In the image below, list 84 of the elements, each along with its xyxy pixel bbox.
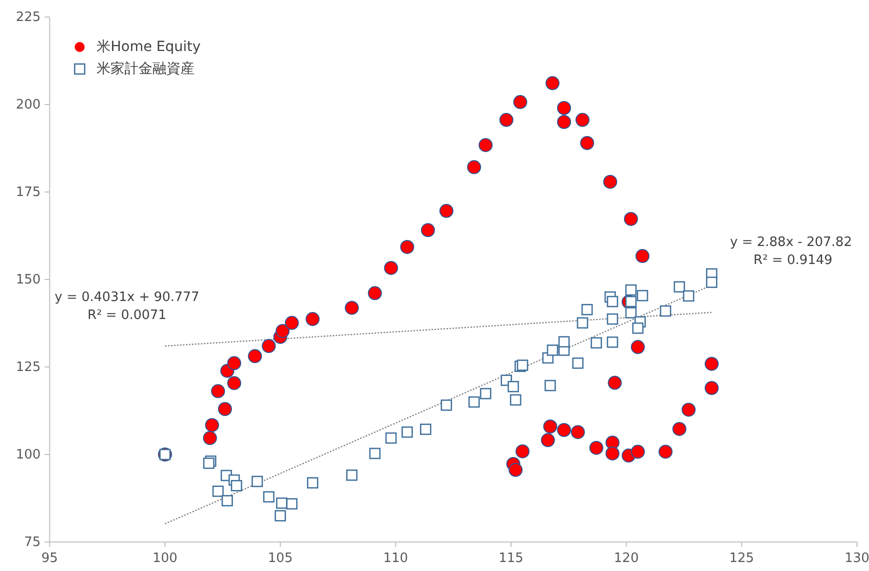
point xyxy=(218,402,232,416)
annotation: y = 0.4031x + 90.777 xyxy=(54,290,200,305)
point xyxy=(540,433,555,448)
point xyxy=(576,317,588,329)
point xyxy=(467,160,482,174)
point xyxy=(211,384,226,398)
point xyxy=(368,286,382,300)
point xyxy=(439,204,454,218)
legend-label: 米Home Equity xyxy=(96,38,201,55)
y-tick-label: 175 xyxy=(16,184,41,200)
point xyxy=(508,462,523,477)
point xyxy=(420,223,435,238)
point xyxy=(704,381,719,395)
point xyxy=(510,394,522,406)
point xyxy=(580,136,594,150)
x-tick-label: 125 xyxy=(729,551,754,566)
point xyxy=(546,76,560,90)
legend-label: 米家計金融資産 xyxy=(96,60,195,77)
point xyxy=(576,112,590,127)
point xyxy=(513,95,528,110)
point xyxy=(516,444,530,458)
point xyxy=(276,324,290,338)
point xyxy=(581,304,593,316)
point xyxy=(625,296,637,308)
point xyxy=(606,296,618,308)
point xyxy=(499,112,514,127)
point xyxy=(516,360,528,371)
y-tick-label: 150 xyxy=(16,272,41,288)
point xyxy=(605,446,620,460)
point xyxy=(306,312,320,326)
point xyxy=(630,340,645,354)
point xyxy=(606,313,618,325)
point xyxy=(284,316,299,330)
y-tick-label: 200 xyxy=(16,97,41,112)
point xyxy=(636,290,648,302)
point xyxy=(704,356,719,371)
y-tick-label: 100 xyxy=(16,447,41,462)
annotation: R² = 0.0071 xyxy=(88,308,166,323)
point xyxy=(205,418,220,432)
point xyxy=(230,480,242,492)
point xyxy=(546,344,558,356)
point xyxy=(369,448,381,460)
point xyxy=(227,356,242,370)
point xyxy=(384,260,398,275)
x-tick-label: 110 xyxy=(383,551,408,566)
y-tick-label: 125 xyxy=(16,360,41,375)
x-tick-label: 105 xyxy=(268,551,293,566)
point xyxy=(682,402,696,417)
point xyxy=(635,249,650,264)
x-tick-label: 130 xyxy=(844,551,869,566)
point xyxy=(468,396,480,408)
point xyxy=(248,349,262,364)
point xyxy=(227,376,242,390)
point xyxy=(480,388,492,400)
point xyxy=(682,290,694,302)
point xyxy=(658,444,673,459)
annotation: y = 2.88x - 207.82 xyxy=(730,234,852,250)
point xyxy=(385,432,397,444)
point xyxy=(625,284,637,296)
point xyxy=(630,444,645,459)
point xyxy=(608,376,622,390)
point xyxy=(557,101,572,115)
point xyxy=(344,300,359,315)
y-tick-label: 75 xyxy=(24,534,41,550)
point xyxy=(543,420,558,434)
point xyxy=(252,476,263,488)
point xyxy=(262,339,276,353)
x-tick-label: 100 xyxy=(152,551,178,566)
point xyxy=(660,305,672,317)
point xyxy=(672,422,686,436)
point xyxy=(400,240,414,254)
point xyxy=(478,138,493,152)
point xyxy=(589,440,604,455)
y-tick-label: 225 xyxy=(16,10,41,25)
point xyxy=(624,212,638,226)
point xyxy=(557,115,572,129)
x-tick-label: 120 xyxy=(614,551,639,566)
x-tick-label: 95 xyxy=(41,551,58,566)
point xyxy=(570,425,585,440)
point xyxy=(603,174,618,189)
annotation: R² = 0.9149 xyxy=(754,252,832,268)
point xyxy=(557,423,572,437)
point xyxy=(202,431,217,446)
x-tick-label: 115 xyxy=(498,551,524,566)
